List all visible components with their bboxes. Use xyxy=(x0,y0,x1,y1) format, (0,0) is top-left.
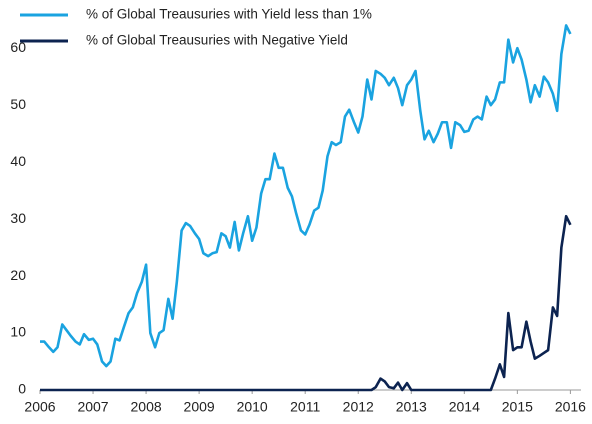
x-tick-label: 2010 xyxy=(237,399,268,415)
legend-label: % of Global Treausuries with Yield less … xyxy=(86,7,372,22)
legend-label: % of Global Treausuries with Negative Yi… xyxy=(86,33,348,48)
x-tick-label: 2012 xyxy=(343,399,374,415)
y-tick-label: 10 xyxy=(10,324,26,340)
y-tick-label: 60 xyxy=(10,39,26,55)
y-tick-label: 20 xyxy=(10,267,26,283)
x-tick-label: 2015 xyxy=(502,399,533,415)
y-tick-label: 50 xyxy=(10,96,26,112)
x-tick-label: 2014 xyxy=(449,399,480,415)
y-tick-label: 0 xyxy=(18,381,26,397)
x-tick-label: 2011 xyxy=(290,399,320,415)
x-tick-label: 2007 xyxy=(77,399,108,415)
y-tick-label: 40 xyxy=(10,153,26,169)
x-tick-label: 2013 xyxy=(396,399,427,415)
x-tick-label: 2006 xyxy=(24,399,55,415)
y-tick-label: 30 xyxy=(10,210,26,226)
x-tick-label: 2008 xyxy=(131,399,162,415)
series-line xyxy=(40,24,572,368)
series-line xyxy=(40,214,572,392)
x-tick-label: 2016 xyxy=(555,399,586,415)
x-tick-label: 2009 xyxy=(184,399,215,415)
